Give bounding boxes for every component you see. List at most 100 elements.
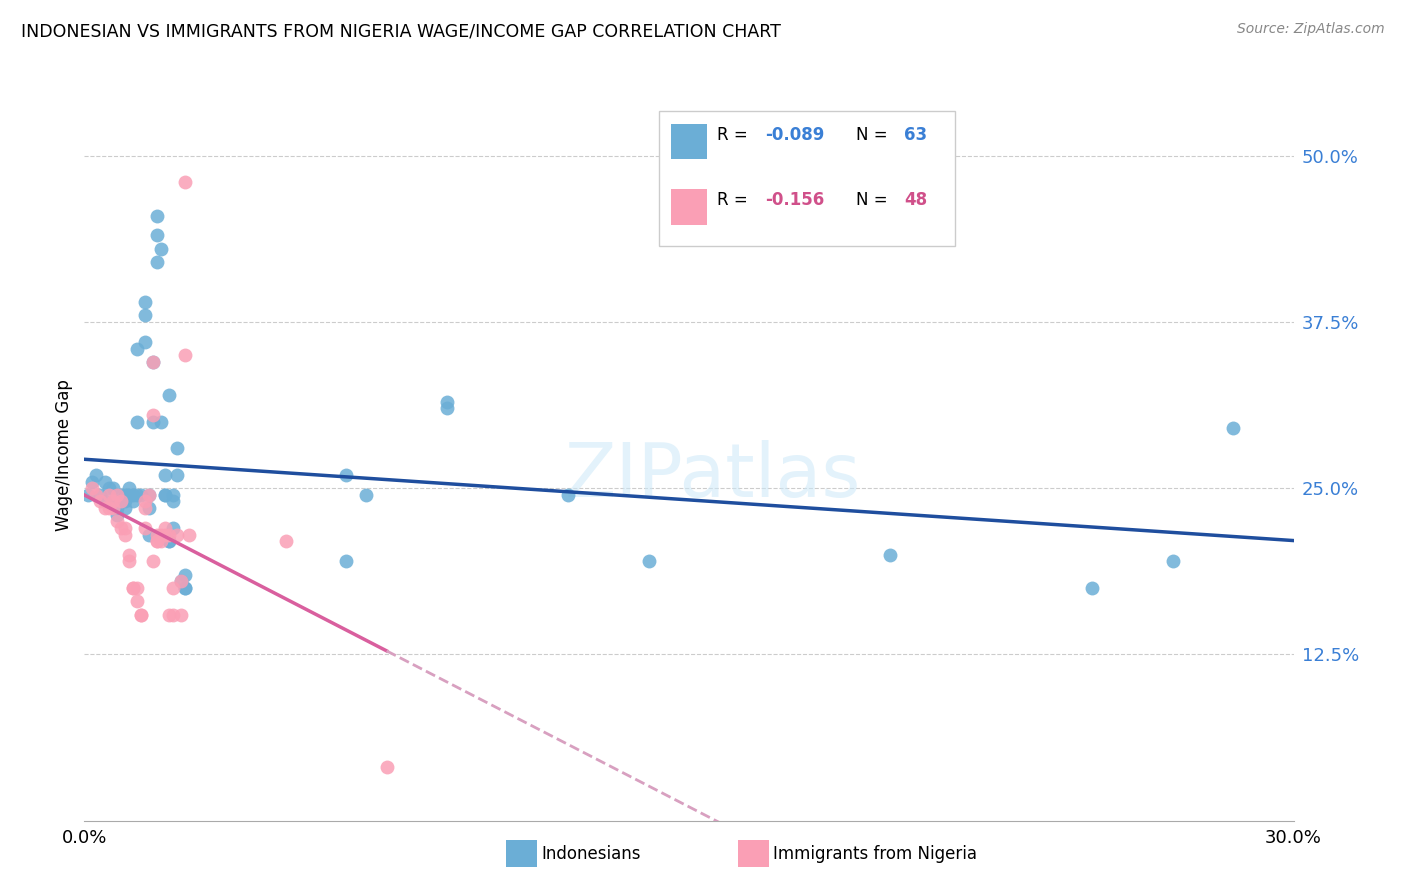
Text: Immigrants from Nigeria: Immigrants from Nigeria <box>773 845 977 863</box>
Point <box>146 534 169 549</box>
Point <box>335 554 357 568</box>
Point <box>114 527 136 541</box>
Point <box>93 501 115 516</box>
Text: Source: ZipAtlas.com: Source: ZipAtlas.com <box>1237 22 1385 37</box>
Point <box>356 488 378 502</box>
Point <box>162 521 184 535</box>
Point <box>125 342 148 356</box>
Point <box>86 467 108 482</box>
Point <box>146 209 169 223</box>
Point <box>149 527 172 541</box>
Point <box>105 488 128 502</box>
Point <box>129 607 152 622</box>
Point <box>118 554 141 568</box>
Point <box>86 488 108 502</box>
Point <box>121 581 143 595</box>
Text: -0.089: -0.089 <box>765 126 824 144</box>
Point <box>149 534 172 549</box>
Point <box>153 467 176 482</box>
Point <box>142 415 165 429</box>
Point <box>105 508 128 522</box>
Point <box>153 521 176 535</box>
Point <box>134 501 156 516</box>
Text: R =: R = <box>717 192 758 210</box>
Point <box>174 175 197 189</box>
Point <box>114 494 136 508</box>
Point <box>142 355 165 369</box>
FancyBboxPatch shape <box>671 124 707 159</box>
Point <box>125 415 148 429</box>
Point <box>557 488 579 502</box>
FancyBboxPatch shape <box>658 112 955 246</box>
Point <box>174 567 197 582</box>
Text: 48: 48 <box>904 192 928 210</box>
Point <box>129 488 152 502</box>
Point <box>637 554 659 568</box>
Point <box>134 494 156 508</box>
Text: R =: R = <box>717 126 752 144</box>
Point <box>121 494 143 508</box>
Point <box>162 607 184 622</box>
Point <box>162 488 184 502</box>
Point <box>436 394 458 409</box>
Point <box>110 521 132 535</box>
Point <box>118 481 141 495</box>
Point <box>118 488 141 502</box>
Point <box>146 534 169 549</box>
Point <box>105 501 128 516</box>
Point <box>101 501 124 516</box>
Point <box>129 607 152 622</box>
Point <box>174 581 197 595</box>
Point <box>93 475 115 489</box>
Point <box>110 488 132 502</box>
Point <box>82 481 104 495</box>
Point <box>146 527 169 541</box>
Point <box>149 242 172 256</box>
FancyBboxPatch shape <box>671 189 707 225</box>
Text: INDONESIAN VS IMMIGRANTS FROM NIGERIA WAGE/INCOME GAP CORRELATION CHART: INDONESIAN VS IMMIGRANTS FROM NIGERIA WA… <box>21 22 780 40</box>
Point <box>114 488 136 502</box>
Point <box>89 494 111 508</box>
Point <box>121 488 143 502</box>
Point <box>142 408 165 422</box>
Point <box>157 527 180 541</box>
Point <box>162 581 184 595</box>
Point <box>142 355 165 369</box>
Point <box>879 548 901 562</box>
Point <box>97 501 120 516</box>
Point <box>436 401 458 416</box>
Point <box>125 581 148 595</box>
Point <box>118 548 141 562</box>
Point <box>174 348 197 362</box>
Point <box>142 554 165 568</box>
Point <box>157 388 180 402</box>
Point <box>125 488 148 502</box>
Point <box>105 515 128 529</box>
Point <box>157 607 180 622</box>
Text: N =: N = <box>856 192 893 210</box>
Point <box>170 574 193 589</box>
Point <box>138 488 160 502</box>
Text: 63: 63 <box>904 126 928 144</box>
Point <box>114 501 136 516</box>
Point <box>146 228 169 243</box>
Point <box>153 527 176 541</box>
Point <box>157 534 180 549</box>
Point <box>114 521 136 535</box>
Point <box>138 501 160 516</box>
Point <box>174 581 197 595</box>
Point <box>335 467 357 482</box>
Point <box>134 521 156 535</box>
Y-axis label: Wage/Income Gap: Wage/Income Gap <box>55 379 73 531</box>
Text: N =: N = <box>856 126 893 144</box>
Text: Indonesians: Indonesians <box>541 845 641 863</box>
Point <box>170 574 193 589</box>
Point <box>162 494 184 508</box>
Point <box>134 308 156 322</box>
Point <box>179 527 201 541</box>
Point <box>1222 421 1244 435</box>
Point <box>101 494 124 508</box>
Point <box>157 534 180 549</box>
Point <box>166 442 188 456</box>
Point <box>166 467 188 482</box>
